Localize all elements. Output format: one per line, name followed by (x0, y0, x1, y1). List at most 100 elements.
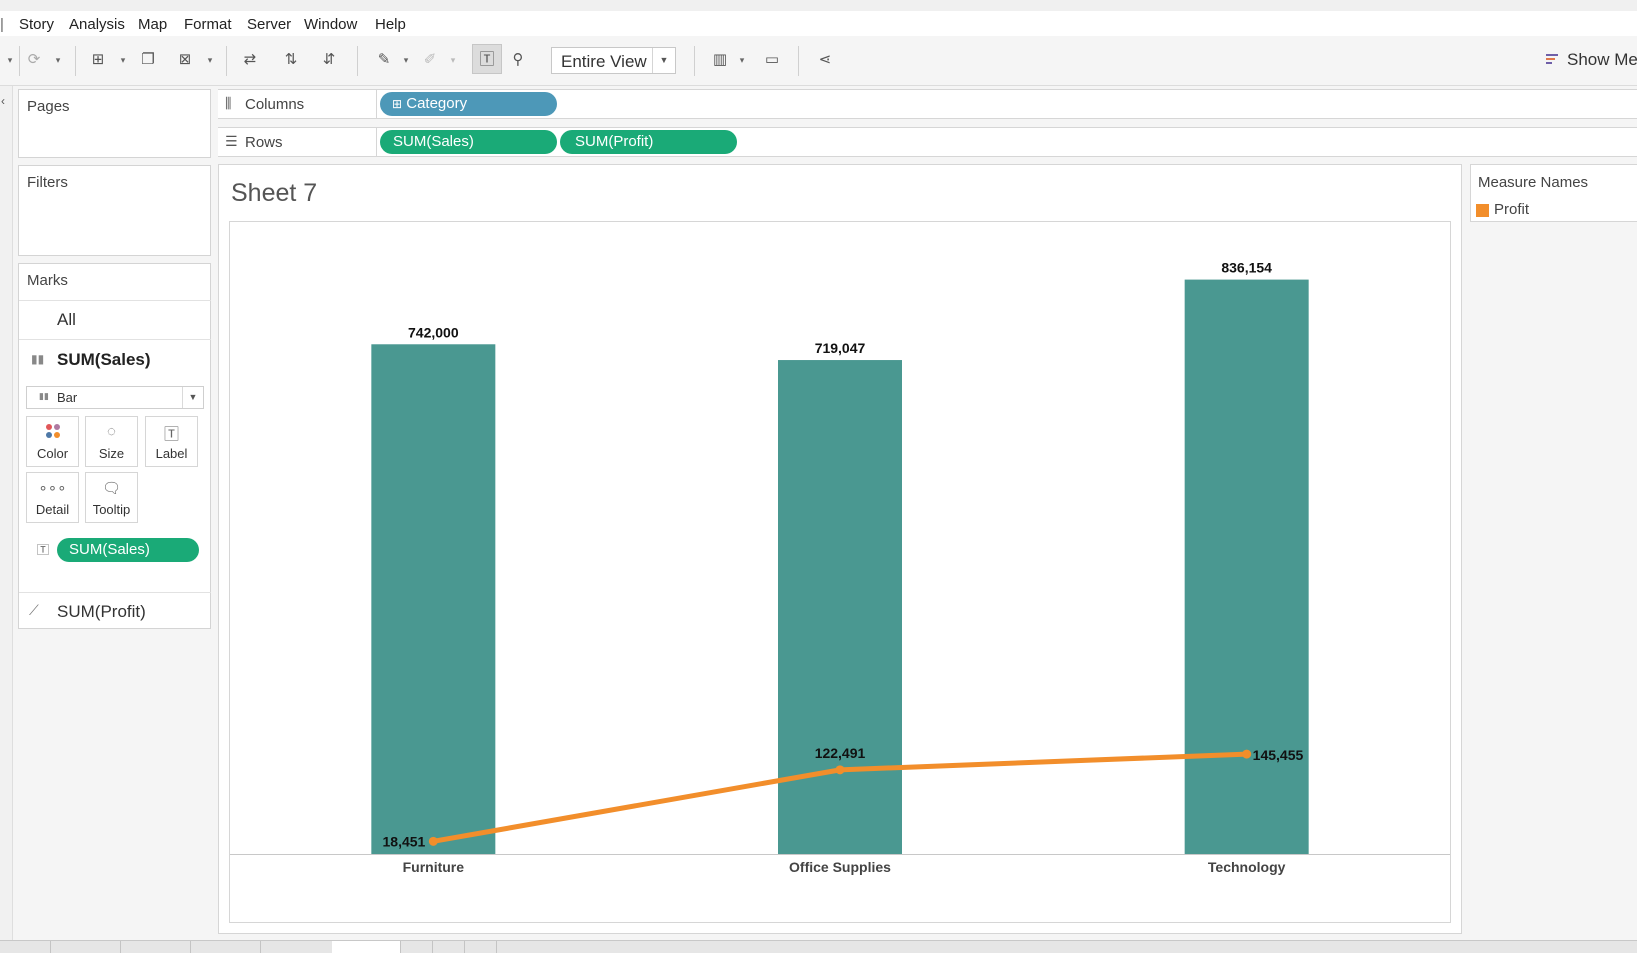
clear-sheet-caret-icon[interactable]: ▾ (207, 55, 213, 65)
show-cards-caret-icon[interactable]: ▾ (739, 55, 745, 65)
fix-axes-icon[interactable]: ⚲ (512, 51, 524, 68)
sheet-tab[interactable] (260, 941, 333, 953)
sheet-tab[interactable] (0, 941, 51, 953)
fit-select[interactable]: Entire View ▼ (551, 47, 676, 74)
marks-profit-label: SUM(Profit) (57, 602, 146, 621)
toolbar: ▾ ⟳ ▾ ⊞ ▾ ❐ ⊠ ▾ ⇄ ⇅ ⇵ ✎ ▾ ✐ ▾ 🅃 ⚲ Entire… (0, 36, 1637, 86)
marks-sales-tab[interactable]: ▮▮ SUM(Sales) (19, 339, 211, 380)
sales-bar[interactable] (1184, 279, 1309, 854)
collapse-arrow-icon[interactable]: ‹ (1, 94, 5, 108)
size-button[interactable]: ◌ Size (85, 416, 138, 467)
sheet-tab-active[interactable] (332, 941, 401, 953)
group-caret-icon[interactable]: ▾ (450, 55, 456, 65)
refresh-icon[interactable]: ⟳ (27, 51, 41, 68)
combo-chart[interactable]: 742,000 719,047 836,154 Furniture Office Sup… (230, 222, 1450, 922)
menu-window[interactable]: Window (304, 16, 358, 33)
category-pill-label: Category (406, 95, 468, 112)
sort-descending-icon[interactable]: ⇵ (322, 51, 336, 68)
category-pill[interactable]: ⊞ Category (380, 92, 557, 116)
sum-sales-pill[interactable]: SUM(Sales) (380, 130, 557, 154)
expand-icon[interactable]: ⊞ (392, 97, 403, 111)
pages-card[interactable]: Pages (18, 89, 211, 158)
highlight-caret-icon[interactable]: ▾ (403, 55, 409, 65)
label-field-pill[interactable]: SUM(Sales) (57, 538, 199, 562)
legend-title: Measure Names (1478, 174, 1589, 191)
marks-title: Marks (27, 272, 68, 289)
menu-help[interactable]: Help (375, 16, 406, 33)
show-mark-labels-icon[interactable]: 🅃 (472, 44, 502, 74)
show-me-icon (1545, 53, 1559, 67)
mark-type-value: Bar (57, 390, 78, 405)
marks-profit-tab[interactable]: ⟋ SUM(Profit) (19, 592, 211, 630)
menu-analysis[interactable]: Analysis (69, 16, 125, 33)
clear-sheet-icon[interactable]: ⊠ (178, 51, 192, 68)
toolbar-separator (694, 46, 695, 76)
x-tick-label: Technology (1208, 859, 1286, 875)
profit-point[interactable] (835, 765, 845, 775)
sheet-tab[interactable] (190, 941, 261, 953)
toolbar-separator (19, 46, 20, 76)
presentation-mode-icon[interactable]: ▭ (764, 51, 780, 68)
label-label: Label (155, 446, 188, 461)
rows-shelf[interactable]: ☰ Rows SUM(Sales) SUM(Profit) (218, 127, 1637, 157)
detail-button[interactable]: ∘∘∘ Detail (26, 472, 79, 523)
sheet-tab[interactable] (50, 941, 121, 953)
tooltip-label: Tooltip (92, 502, 131, 517)
profit-point[interactable] (428, 836, 438, 846)
chevron-down-icon[interactable]: ▼ (182, 387, 203, 408)
tooltip-button[interactable]: 🗨 Tooltip (85, 472, 138, 523)
chevron-down-icon[interactable]: ▼ (652, 48, 675, 73)
menu-format[interactable]: Format (184, 16, 232, 33)
toolbar-separator (226, 46, 227, 76)
highlight-icon[interactable]: ✎ (377, 51, 391, 68)
mark-type-select[interactable]: ▮▮ Bar ▼ (26, 386, 204, 409)
profit-point[interactable] (1242, 749, 1252, 759)
label-icon: 🅃 (163, 426, 179, 443)
rows-label: Rows (245, 134, 283, 151)
bar-mark-icon: ▮▮ (39, 391, 49, 401)
sum-profit-pill[interactable]: SUM(Profit) (560, 130, 737, 154)
label-button[interactable]: 🅃 Label (145, 416, 198, 467)
chart-area[interactable]: 742,000 719,047 836,154 Furniture Office Sup… (229, 221, 1451, 923)
marks-all-row[interactable]: All (19, 300, 211, 339)
new-worksheet-icon[interactable]: ⊞ (91, 51, 105, 68)
new-worksheet-caret-icon[interactable]: ▾ (120, 55, 126, 65)
columns-label: Columns (245, 96, 305, 113)
refresh-caret-icon[interactable]: ▾ (55, 55, 61, 65)
sheet-tab[interactable] (464, 941, 497, 953)
show-cards-icon[interactable]: ▥ (712, 51, 728, 68)
window-top-strip (0, 0, 1637, 11)
swap-rows-columns-icon[interactable]: ⇄ (243, 51, 257, 68)
profit-data-label: 122,491 (815, 745, 866, 761)
menu-map[interactable]: Map (138, 16, 168, 33)
filters-title: Filters (27, 174, 68, 191)
sort-ascending-icon[interactable]: ⇅ (284, 51, 298, 68)
detail-label: Detail (35, 502, 70, 517)
sheet-tab[interactable] (400, 941, 433, 953)
legend-item-profit[interactable]: Profit (1494, 201, 1530, 218)
filters-card[interactable]: Filters (18, 165, 211, 256)
duplicate-icon[interactable]: ❐ (141, 51, 155, 68)
menu-server[interactable]: Server (247, 16, 292, 33)
dropdown-caret-icon[interactable]: ▾ (7, 55, 13, 65)
marks-sales-label: SUM(Sales) (57, 350, 151, 369)
toolbar-separator (75, 46, 76, 76)
color-button[interactable]: Color (26, 416, 79, 467)
toolbar-separator (357, 46, 358, 76)
menu-bar: | Story Analysis Map Format Server Windo… (0, 11, 1637, 36)
color-icon (27, 423, 78, 443)
color-label: Color (36, 446, 69, 461)
columns-shelf[interactable]: ⫼ Columns ⊞ Category (218, 89, 1637, 119)
marks-all-label: All (57, 310, 76, 329)
sheet-tab[interactable] (120, 941, 191, 953)
legend-card: Measure Names Profit (1470, 164, 1637, 222)
share-icon[interactable]: ⋖ (818, 51, 832, 68)
size-icon: ◌ (107, 423, 116, 440)
sales-bar[interactable] (371, 344, 496, 854)
menu-item-cut-off: | (0, 16, 4, 33)
menu-story[interactable]: Story (19, 16, 55, 33)
sheet-tab[interactable] (432, 941, 465, 953)
x-tick-label: Furniture (403, 859, 465, 875)
group-members-icon[interactable]: ✐ (423, 51, 437, 68)
rows-shelf-label-box: ☰ Rows (218, 128, 377, 156)
